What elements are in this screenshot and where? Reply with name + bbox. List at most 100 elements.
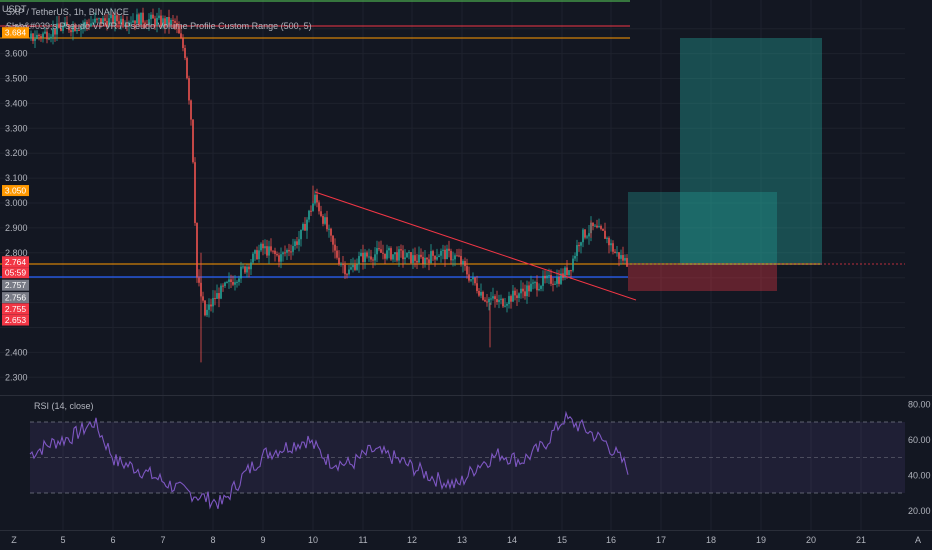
svg-text:2.764: 2.764 — [5, 257, 27, 267]
time-axis[interactable]: 5 6 7 8 9 10 11 12 13 14 15 16 17 18 19 20 21 Z A — [0, 530, 932, 546]
candle-body — [580, 242, 582, 246]
candle-body — [114, 15, 116, 24]
candle-body — [74, 25, 76, 32]
price-axis[interactable]: USDT 3.7003.6003.5003.4003.3003.2003.100… — [2, 0, 932, 395]
candle-body — [622, 255, 624, 261]
candle-body — [372, 259, 374, 261]
candle-body — [344, 264, 346, 275]
candle-body — [222, 285, 224, 287]
candle-body — [36, 34, 38, 39]
candle-body — [206, 309, 208, 316]
candle-body — [248, 266, 250, 270]
candle-body — [478, 290, 480, 296]
candle-body — [138, 14, 140, 25]
candle-body — [586, 236, 588, 238]
candle-body — [66, 22, 68, 26]
candle-body — [94, 18, 96, 23]
candle-body — [32, 33, 34, 41]
rsi-tick-label: 80.00 — [908, 399, 931, 409]
candle-body — [352, 264, 354, 268]
candle-body — [204, 300, 206, 316]
candle-body — [596, 225, 598, 228]
candle-body — [108, 18, 110, 27]
time-tick-label: 15 — [557, 535, 567, 545]
candle-body — [522, 288, 524, 292]
candle-body — [602, 228, 604, 231]
candle-body — [356, 264, 358, 270]
candle-body — [208, 304, 210, 310]
candle-body — [310, 210, 312, 212]
candle-body — [96, 18, 98, 20]
symbol-legend[interactable]: SXP / TetherUS, 1h, BINANCE — [6, 7, 129, 17]
loss-zone[interactable] — [628, 265, 777, 291]
candle-body — [484, 299, 486, 302]
candle-body — [262, 243, 264, 249]
profit-zone-main[interactable] — [680, 38, 822, 265]
candle-body — [276, 254, 278, 256]
candle-body — [52, 28, 54, 37]
candle-body — [424, 257, 426, 264]
profit-zone-secondary[interactable] — [628, 192, 777, 265]
candle-body — [594, 225, 596, 227]
indicator-legend[interactable]: Slab&#039;s Pseudo VPVR / Pseudo Volume … — [6, 21, 312, 31]
position-tool[interactable] — [628, 38, 822, 291]
price-tick-label: 3.100 — [5, 173, 28, 183]
descending-trendline[interactable] — [314, 191, 637, 301]
candle-body — [118, 21, 120, 25]
rsi-legend[interactable]: RSI (14, close) — [34, 401, 94, 411]
candle-body — [168, 16, 170, 26]
candle-body — [558, 277, 560, 284]
time-tick-label: 12 — [407, 535, 417, 545]
candle-body — [452, 259, 454, 261]
candle-body — [520, 288, 522, 294]
candle-body — [468, 274, 470, 281]
candle-body — [296, 241, 298, 245]
price-badge: 3.050 — [2, 185, 29, 197]
rsi-pane[interactable]: RSI (14, close) 80.00 60.00 40.00 20.00 — [29, 399, 931, 516]
scale-z-button[interactable]: Z — [11, 535, 17, 545]
candle-body — [598, 226, 600, 228]
candle-body — [488, 298, 490, 303]
candle-body — [408, 252, 410, 254]
candle-body — [220, 285, 222, 299]
price-tick-label: 2.300 — [5, 372, 28, 382]
time-tick-label: 6 — [110, 535, 115, 545]
candle-body — [256, 250, 258, 260]
candle-body — [258, 250, 260, 260]
candle-body — [230, 279, 232, 283]
candle-body — [564, 267, 566, 278]
candle-body — [252, 253, 254, 263]
candle-body — [346, 274, 348, 276]
candle-body — [86, 21, 88, 25]
auto-scale-button[interactable]: A — [915, 535, 921, 545]
candle-body — [612, 243, 614, 252]
candle-body — [176, 22, 178, 27]
candle-body — [154, 18, 156, 26]
candle-body — [126, 24, 128, 26]
candle-body — [322, 215, 324, 224]
candle-body — [274, 250, 276, 255]
candle-body — [72, 25, 74, 33]
svg-text:2.757: 2.757 — [5, 280, 27, 290]
horizontal-levels[interactable] — [0, 0, 905, 278]
time-tick-label: 5 — [60, 535, 65, 545]
candlestick-series[interactable] — [30, 7, 628, 363]
candle-body — [128, 22, 130, 26]
candle-body — [300, 229, 302, 240]
price-tick-label: 2.400 — [5, 347, 28, 357]
candle-body — [498, 299, 500, 302]
candle-body — [212, 297, 214, 307]
candle-body — [100, 18, 102, 24]
candle-body — [84, 21, 86, 25]
candle-body — [178, 26, 180, 34]
candle-body — [456, 255, 458, 257]
candle-body — [534, 282, 536, 284]
candle-body — [288, 249, 290, 252]
candle-body — [416, 260, 418, 263]
candle-body — [302, 223, 304, 230]
rsi-line[interactable] — [29, 410, 629, 510]
candle-body — [362, 252, 364, 262]
candle-body — [298, 239, 300, 245]
candle-body — [194, 162, 196, 223]
